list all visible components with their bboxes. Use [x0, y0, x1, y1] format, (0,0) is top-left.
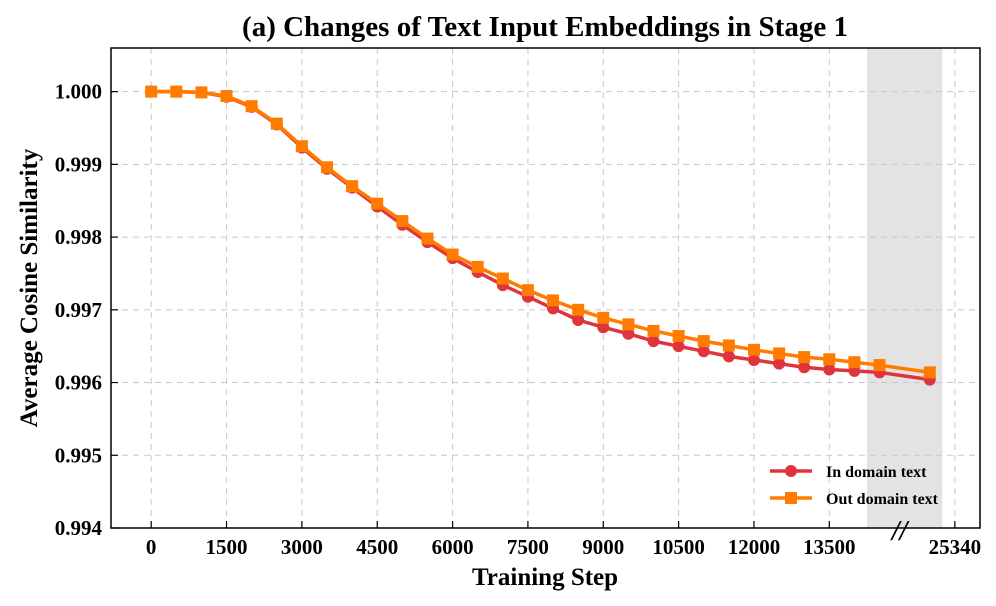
data-point-out-domain [170, 85, 183, 98]
data-point-out-domain [622, 318, 635, 331]
x-tick-label: 12000 [728, 535, 781, 559]
series-layer [145, 85, 936, 386]
data-point-out-domain [672, 330, 685, 342]
data-point-in-domain [672, 340, 685, 353]
x-tick-label: 9000 [582, 535, 624, 559]
data-point-out-domain [873, 359, 886, 372]
y-tick-label: 1.000 [55, 80, 102, 104]
data-point-out-domain [371, 197, 384, 210]
legend-marker-out-domain [785, 492, 797, 504]
data-point-in-domain [622, 327, 635, 340]
data-point-in-domain [798, 361, 811, 374]
y-tick-label: 0.998 [55, 225, 102, 249]
data-point-out-domain [697, 335, 710, 348]
x-tick-label: 3000 [281, 535, 323, 559]
data-point-out-domain [747, 343, 760, 356]
x-tick-label: 4500 [356, 535, 398, 559]
x-tick-label: 0 [146, 535, 157, 559]
data-point-in-domain [697, 345, 710, 358]
data-point-out-domain [471, 260, 484, 273]
x-tick-label: 7500 [507, 535, 549, 559]
tick-layer: 0 1500 3000 4500 6000 7500 9000 10500 12000 13500… [55, 80, 981, 559]
data-point-out-domain [722, 339, 735, 352]
x-tick-label: 13500 [803, 535, 856, 559]
data-point-out-domain [521, 284, 534, 297]
data-point-out-domain [270, 117, 283, 130]
plot-frame [110, 47, 981, 529]
legend: In domain text Out domain text [770, 464, 939, 508]
shaded-region [866, 48, 943, 528]
data-point-in-domain [747, 354, 760, 366]
chart-title: (a) Changes of Text Input Embeddings in … [242, 11, 848, 43]
data-point-in-domain [647, 335, 660, 348]
y-tick-label: 0.999 [55, 152, 102, 176]
data-point-in-domain [572, 314, 585, 326]
data-point-out-domain [220, 90, 233, 102]
shaded-region-layer [866, 48, 943, 528]
data-point-out-domain [597, 311, 610, 324]
data-point-out-domain [295, 140, 308, 153]
x-tick-label: 1500 [206, 535, 248, 559]
series-line-0 [151, 89, 931, 382]
data-point-out-domain [346, 180, 359, 193]
series-line-1 [151, 89, 931, 375]
grid-layer [111, 48, 980, 529]
x-tick-label: 10500 [652, 535, 705, 559]
y-axis-label: Average Cosine Similarity [16, 148, 43, 427]
data-point-out-domain [647, 324, 660, 337]
axis-break-layer: // [890, 516, 910, 547]
data-point-out-domain [496, 272, 509, 285]
data-point-out-domain [145, 85, 158, 98]
data-point-out-domain [798, 351, 811, 364]
data-point-out-domain [320, 161, 333, 174]
axis-break-marker: // [890, 516, 910, 547]
data-point-out-domain [923, 366, 936, 379]
y-tick-label: 0.994 [55, 516, 103, 540]
data-point-out-domain [848, 356, 861, 369]
y-tick-label: 0.996 [55, 371, 102, 395]
y-tick-label: 0.997 [55, 298, 102, 322]
data-point-out-domain [446, 248, 459, 261]
legend-label-in-domain: In domain text [826, 464, 927, 481]
data-point-out-domain [421, 232, 434, 245]
data-point-in-domain [597, 321, 610, 334]
data-point-in-domain [823, 363, 836, 376]
data-point-out-domain [396, 215, 409, 228]
legend-marker-in-domain [785, 465, 797, 477]
data-point-out-domain [195, 86, 208, 99]
data-point-in-domain [773, 357, 786, 370]
legend-label-out-domain: Out domain text [826, 491, 939, 508]
x-tick-label: 25340 [929, 535, 982, 559]
data-point-in-domain [722, 350, 735, 363]
y-tick-label: 0.995 [55, 443, 102, 467]
data-point-out-domain [245, 100, 258, 113]
data-point-out-domain [773, 347, 786, 360]
data-point-out-domain [547, 294, 560, 307]
x-tick-label: 6000 [432, 535, 474, 559]
x-axis-label: Training Step [472, 564, 618, 591]
data-point-out-domain [572, 303, 585, 316]
data-point-out-domain [823, 353, 836, 366]
